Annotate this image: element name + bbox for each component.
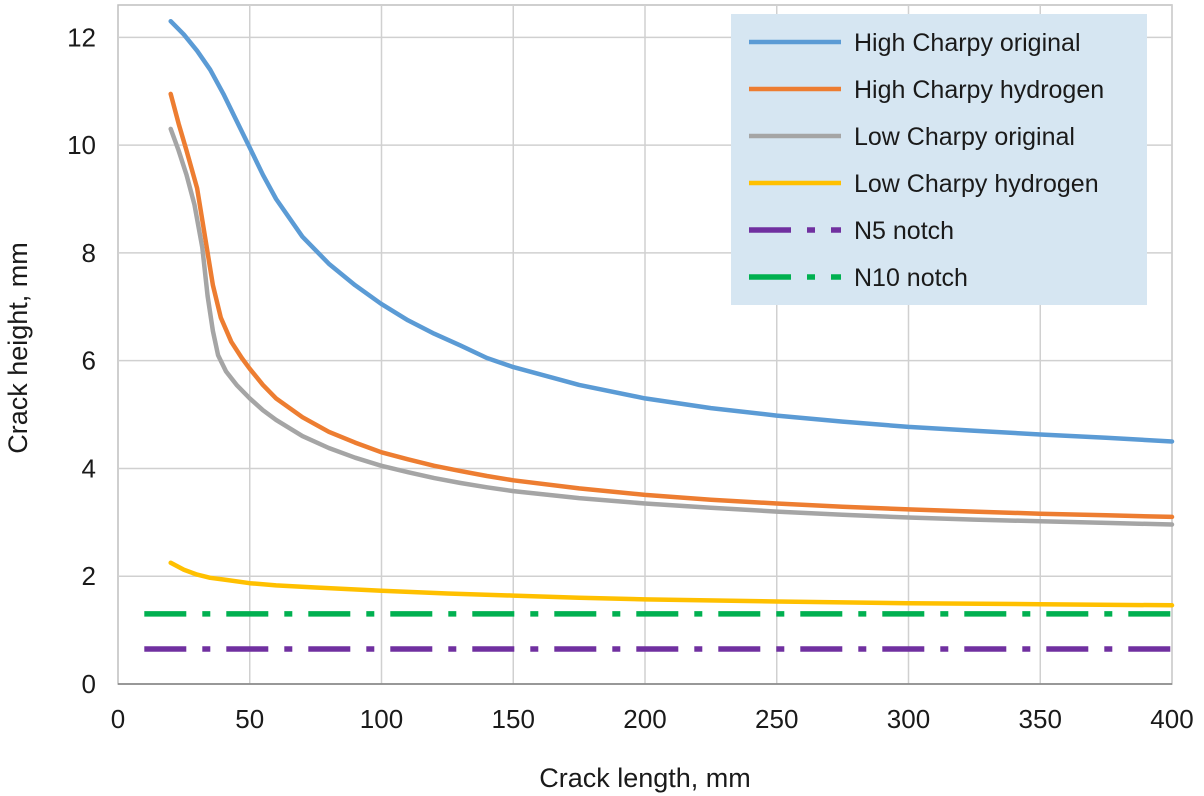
x-tick-label-0: 0 — [111, 704, 125, 734]
legend: High Charpy original High Charpy hydrogen… — [731, 14, 1147, 305]
series-line-high-charpy-original — [168, 18, 1175, 444]
x-tick-label-6: 300 — [887, 704, 930, 734]
series-line-low-charpy-hydrogen — [168, 560, 1175, 608]
legend-label-high-charpy-original: High Charpy original — [854, 29, 1081, 57]
legend-label-high-charpy-hydrogen: High Charpy hydrogen — [854, 76, 1104, 104]
x-tick-label-1: 50 — [235, 704, 264, 734]
legend-box — [731, 14, 1147, 305]
x-tick-label-3: 150 — [492, 704, 535, 734]
y-tick-label-5: 10 — [67, 130, 96, 160]
axes: 0 50 100 150 200 250 300 350 400 0 2 4 6 8 10 12 — [67, 22, 1194, 734]
legend-label-low-charpy-original: Low Charpy original — [854, 123, 1075, 151]
series-line-low-charpy-original — [168, 126, 1175, 527]
x-tick-label-8: 400 — [1150, 704, 1193, 734]
legend-label-n5-notch: N5 notch — [854, 217, 954, 245]
y-tick-label-1: 2 — [82, 561, 96, 591]
x-axis-title: Crack length, mm — [539, 763, 751, 793]
x-tick-label-5: 250 — [755, 704, 798, 734]
series-lines — [144, 18, 1175, 652]
y-axis-title: Crack height, mm — [3, 242, 33, 454]
y-tick-label-6: 12 — [67, 22, 96, 52]
legend-label-n10-notch: N10 notch — [854, 264, 968, 292]
legend-label-low-charpy-hydrogen: Low Charpy hydrogen — [854, 170, 1099, 198]
y-tick-label-3: 6 — [82, 346, 96, 376]
y-tick-label-0: 0 — [82, 669, 96, 699]
x-tick-label-2: 100 — [360, 704, 403, 734]
x-tick-label-4: 200 — [623, 704, 666, 734]
x-tick-label-7: 350 — [1019, 704, 1062, 734]
y-tick-label-2: 4 — [82, 453, 96, 483]
y-tick-label-4: 8 — [82, 238, 96, 268]
series-line-high-charpy-hydrogen — [168, 91, 1175, 520]
